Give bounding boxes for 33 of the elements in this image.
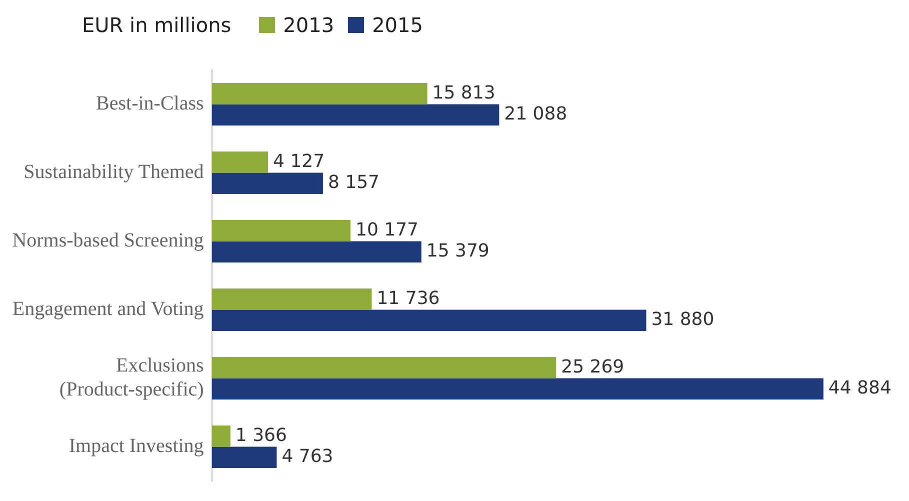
data-label: 21 088 [504,104,568,125]
legend-title: EUR in millions [82,13,232,37]
bar [212,104,500,126]
bar [212,152,268,173]
bar [212,241,422,262]
bar [212,446,277,468]
data-label: 15 379 [426,240,490,262]
y-tick-label: Best-in-Class [96,92,204,114]
data-label: 4 127 [273,150,325,172]
data-label: 1 366 [235,424,287,446]
data-label: 10 177 [355,219,418,240]
data-label: 44 884 [828,378,892,399]
bar [212,310,646,331]
bar [212,357,556,378]
data-label: 25 269 [561,356,624,378]
bar [212,83,428,104]
y-tick-label: Norms-based Screening [12,230,204,252]
bar [212,378,824,400]
data-label: 8 157 [328,172,380,194]
data-label: 11 736 [376,288,440,309]
data-label: 31 880 [651,309,714,330]
bar [212,288,372,310]
bar [212,426,230,447]
bar [212,172,323,194]
y-tick-label: Sustainability Themed [24,161,204,183]
y-tick-label: Exclusions (Product-specific) [59,354,204,400]
y-tick-label: Impact Investing [68,435,204,457]
data-label: 4 763 [282,446,334,468]
legend-label: 2013 [283,13,334,37]
y-tick-label: Engagement and Voting [12,298,204,320]
bar [212,220,350,242]
legend-label: 2015 [372,13,423,37]
data-label: 15 813 [432,82,496,104]
